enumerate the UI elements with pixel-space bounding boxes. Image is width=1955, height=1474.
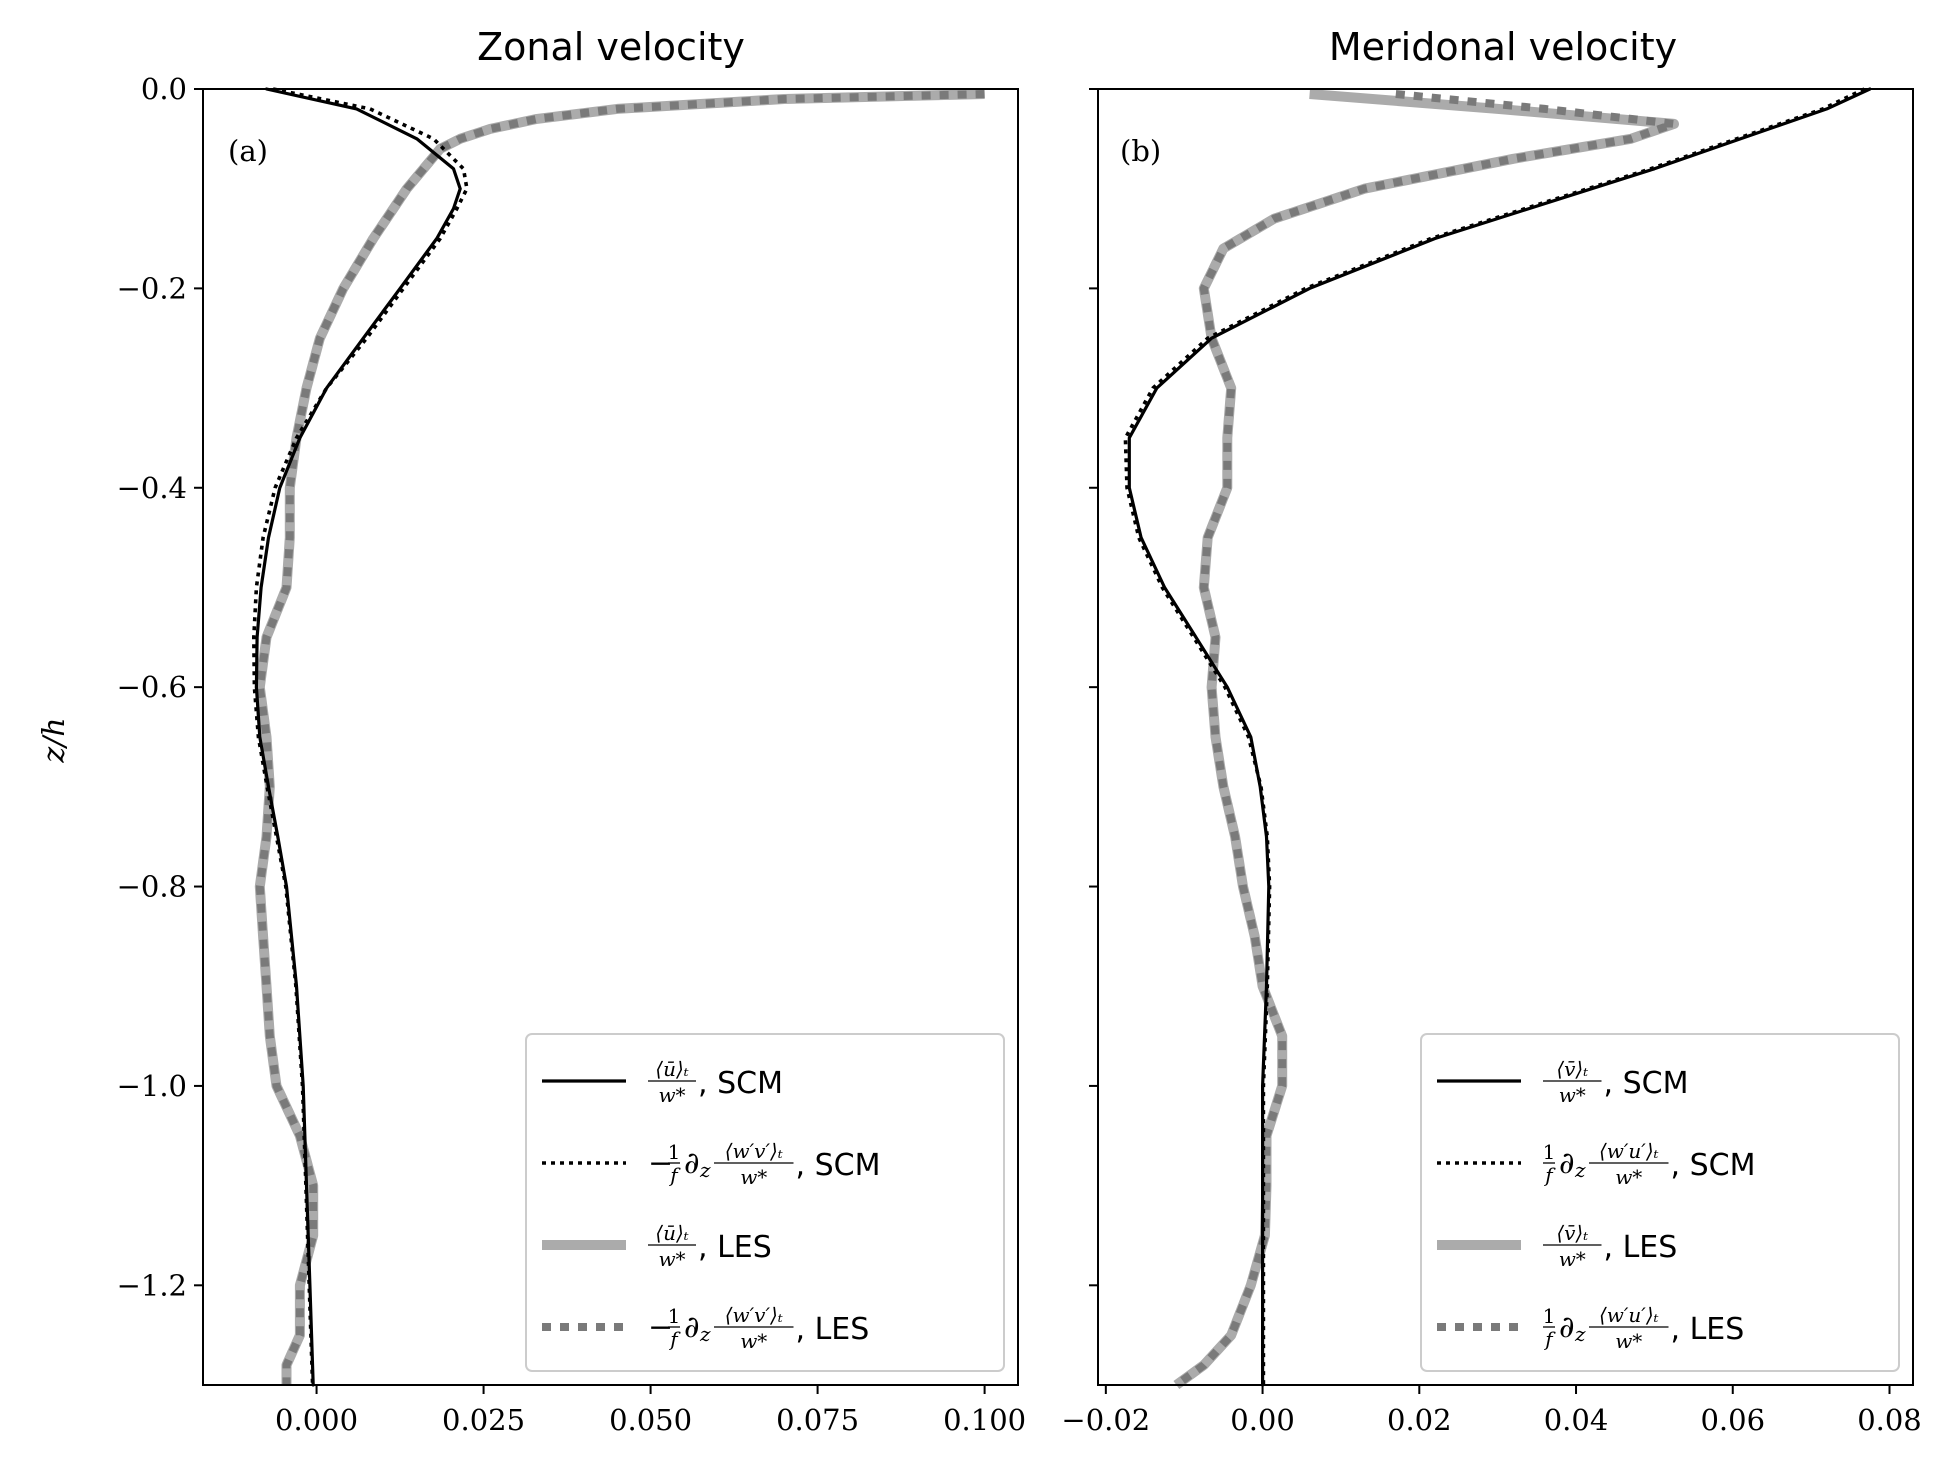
legend-suffix: , SCM: [1671, 1148, 1756, 1183]
fraction-numerator: ⟨v̄⟩ₜ: [1556, 1221, 1588, 1245]
legend-entry: −1f ∂ z⟨w′v′⟩ₜw*, LES: [648, 1303, 869, 1353]
partial-z: ∂: [684, 1146, 700, 1181]
series-line-dotted-grey: [1174, 90, 1678, 1389]
fraction-numerator: 1: [1543, 1304, 1556, 1328]
x-tick-label: 0.08: [1857, 1403, 1922, 1437]
legend-entry: 1f ∂ z⟨w′u′⟩ₜw*, SCM: [1543, 1139, 1756, 1189]
legend-entry: ⟨ū⟩ₜw* , LES: [648, 1221, 772, 1271]
axes-frame: [1097, 88, 1914, 1386]
series-line-dotted-black: [252, 87, 469, 1386]
y-axis-label: z/h: [37, 717, 72, 763]
fraction-numerator: ⟨w′v′⟩ₜ: [725, 1303, 783, 1327]
partial-z: ∂: [684, 1310, 700, 1345]
y-tick-label: −0.6: [117, 670, 187, 704]
legend-suffix: , SCM: [796, 1148, 881, 1183]
ticks: 0.000 0.025 0.050 0.075 0.100 0.0 −0.2 −0.4 −0.6…: [117, 72, 1027, 1437]
legend-entry: ⟨ū⟩ₜw* , SCM: [648, 1057, 783, 1107]
x-tick-label: 0.06: [1700, 1403, 1765, 1437]
panel-meridional: Meridonal velocity −0.02 0.00 0.02 0.04 0.06…: [1061, 25, 1921, 1437]
series-lines: [252, 87, 985, 1387]
legend-suffix: , LES: [1604, 1230, 1678, 1265]
legend-entry: ⟨v̄⟩ₜw* , SCM: [1543, 1057, 1688, 1107]
fraction-denominator: w*: [740, 1165, 767, 1189]
y-tick-label: 0.0: [141, 72, 187, 106]
fraction-denominator: w*: [1559, 1083, 1586, 1107]
x-tick-label: 0.050: [609, 1403, 692, 1437]
legend-entry: ⟨v̄⟩ₜw* , LES: [1543, 1221, 1677, 1271]
partial-z-sub: z: [699, 1322, 711, 1346]
fraction-denominator: w*: [658, 1083, 685, 1107]
panel-label: (b): [1120, 134, 1161, 168]
x-tick-label: 0.00: [1230, 1403, 1295, 1437]
fraction-numerator: ⟨w′u′⟩ₜ: [1599, 1139, 1659, 1163]
legend-suffix: , LES: [1671, 1312, 1745, 1347]
fraction-numerator: ⟨v̄⟩ₜ: [1556, 1057, 1588, 1081]
x-tick-label: 0.100: [943, 1403, 1026, 1437]
y-tick-label: −0.4: [117, 471, 187, 505]
x-tick-label: 0.075: [776, 1403, 859, 1437]
x-tick-label: 0.000: [275, 1403, 358, 1437]
y-tick-label: −1.0: [117, 1069, 187, 1103]
fraction-denominator: w*: [1615, 1329, 1642, 1353]
legend-suffix: , LES: [796, 1312, 870, 1347]
fraction-numerator: 1: [1543, 1140, 1556, 1164]
partial-z-sub: z: [1574, 1322, 1586, 1346]
y-tick-label: −0.8: [117, 870, 187, 904]
legend-entry: 1f ∂ z⟨w′u′⟩ₜw*, LES: [1543, 1303, 1745, 1353]
series-line-dotted-black: [1123, 87, 1866, 1385]
legend-suffix: , SCM: [698, 1066, 783, 1101]
legend-entry: −1f ∂ z⟨w′v′⟩ₜw*, SCM: [648, 1139, 880, 1189]
fraction-denominator: w*: [658, 1247, 685, 1271]
fraction-numerator: ⟨ū⟩ₜ: [655, 1057, 688, 1081]
fraction-numerator: 1: [668, 1304, 681, 1328]
x-tick-label: 0.025: [442, 1403, 525, 1437]
legend-box: [1420, 1033, 1900, 1372]
y-tick-label: −0.2: [117, 271, 187, 305]
ticks: −0.02 0.00 0.02 0.04 0.06 0.08: [1061, 88, 1922, 1437]
x-tick-label: 0.02: [1387, 1403, 1452, 1437]
legend-box: [525, 1033, 1005, 1372]
y-tick-label: −1.2: [117, 1268, 187, 1302]
legend: ⟨ū⟩ₜw*, SCM−1f ∂ z⟨w′v′⟩ₜw*, SCM⟨ū⟩ₜw*, LE…: [525, 1033, 1005, 1372]
fraction-numerator: ⟨w′v′⟩ₜ: [725, 1139, 783, 1163]
x-tick-label: −0.02: [1061, 1403, 1150, 1437]
axes-frame: [202, 88, 1019, 1386]
panel-title: Zonal velocity: [477, 25, 745, 69]
legend-suffix: , SCM: [1604, 1066, 1689, 1101]
partial-z-sub: z: [1574, 1158, 1586, 1182]
fraction-numerator: ⟨ū⟩ₜ: [655, 1221, 688, 1245]
fraction-denominator: w*: [1615, 1165, 1642, 1189]
panel-title: Meridonal velocity: [1329, 25, 1677, 69]
panel-zonal: Zonal velocity z/h 0.000 0.025 0.050 0.075 0…: [37, 25, 1026, 1437]
fraction-numerator: 1: [668, 1140, 681, 1164]
legend-suffix: , LES: [698, 1230, 772, 1265]
series-line-solid-black: [254, 87, 462, 1387]
series-lines: [1123, 87, 1872, 1390]
fraction-denominator: w*: [1559, 1247, 1586, 1271]
panel-label: (a): [228, 134, 268, 168]
partial-z: ∂: [1559, 1146, 1575, 1181]
fraction-numerator: ⟨w′u′⟩ₜ: [1599, 1303, 1659, 1327]
partial-z: ∂: [1559, 1310, 1575, 1345]
fraction-denominator: w*: [740, 1329, 767, 1353]
partial-z-sub: z: [699, 1158, 711, 1182]
x-tick-label: 0.04: [1544, 1403, 1609, 1437]
